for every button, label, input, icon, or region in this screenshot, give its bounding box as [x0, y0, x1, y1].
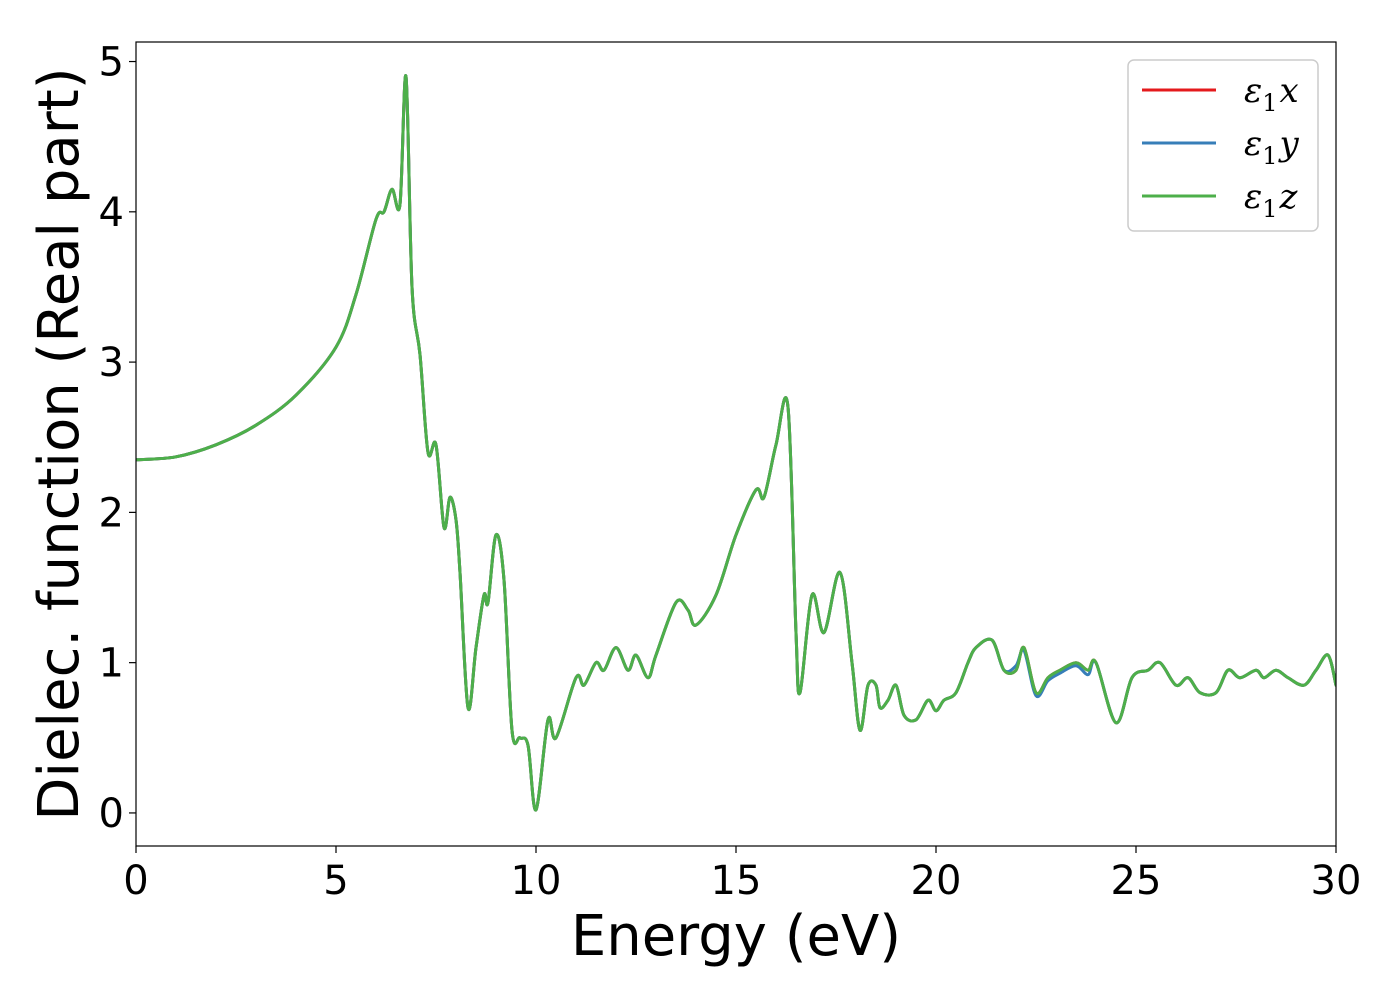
legend-item-y: ε1y [1142, 124, 1300, 170]
legend-label-main: ε [1244, 71, 1262, 111]
legend-label-suffix: y [1278, 124, 1300, 164]
y-axis-title: Dielec. function (Real part) [27, 67, 92, 820]
series-line-z [136, 74, 1336, 812]
y-tick-label: 4 [99, 190, 124, 236]
x-axis-title: Energy (eV) [571, 904, 901, 969]
x-tick-label: 0 [123, 858, 148, 904]
x-tick-label: 20 [911, 858, 962, 904]
legend-item-z: ε1z [1142, 177, 1299, 223]
x-tick-label: 10 [511, 858, 562, 904]
legend-label-main: ε [1244, 124, 1262, 164]
x-axis: 0 5 10 15 20 25 30 [123, 846, 1361, 904]
legend-label-subscript: 1 [1262, 142, 1277, 170]
legend-label-subscript: 1 [1262, 89, 1277, 117]
x-tick-label: 5 [323, 858, 348, 904]
legend-label: ε1z [1244, 177, 1299, 223]
legend-label-main: ε [1244, 177, 1262, 217]
plot-area [135, 41, 1337, 847]
x-tick-label: 25 [1111, 858, 1162, 904]
legend-label-suffix: x [1280, 71, 1299, 111]
legend-label: ε1y [1244, 124, 1300, 170]
legend-label-subscript: 1 [1262, 195, 1277, 223]
y-tick-label: 3 [99, 340, 124, 386]
legend-label-suffix: z [1279, 177, 1299, 217]
legend-box [1127, 59, 1319, 232]
series-layer [136, 74, 1336, 812]
legend-item-x: ε1x [1142, 71, 1299, 117]
x-tick-label: 15 [711, 858, 762, 904]
y-tick-label: 5 [99, 40, 124, 86]
y-tick-label: 2 [99, 490, 124, 536]
y-axis: 0 1 2 3 4 5 [99, 40, 136, 837]
x-tick-label: 30 [1311, 858, 1362, 904]
y-tick-label: 1 [99, 641, 124, 687]
legend-label: ε1x [1244, 71, 1299, 117]
y-tick-label: 0 [99, 791, 124, 837]
